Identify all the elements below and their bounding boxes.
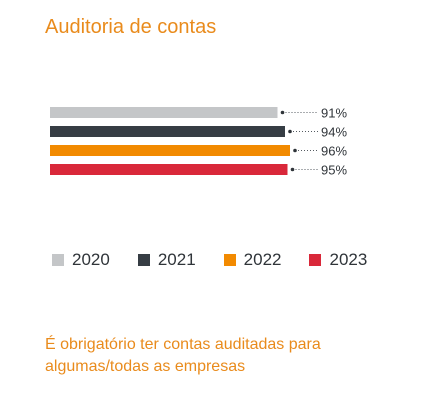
legend-swatch <box>52 254 64 266</box>
legend-swatch <box>223 254 236 266</box>
bar-2022 <box>50 145 290 156</box>
legend-label: 2020 <box>72 250 110 269</box>
data-label-2021: 94% <box>321 125 347 140</box>
bar-end-dot-2020 <box>280 110 285 115</box>
chart-title: Auditoria de contas <box>45 16 217 38</box>
bar-end-dot-2021 <box>288 129 292 134</box>
legend-item-2023: 2023 <box>309 250 367 270</box>
legend-item-2022: 2022 <box>223 250 282 270</box>
bar-end-dot-2022 <box>293 148 297 153</box>
chart-footnote: É obrigatório ter contas auditadas para … <box>45 336 321 375</box>
legend-item-2020: 2020 <box>52 250 110 270</box>
bar-2020 <box>50 107 278 118</box>
legend-label: 2021 <box>157 250 196 269</box>
legend-label: 2023 <box>329 250 368 269</box>
chart-legend: 2020 2021 2022 2023 <box>52 250 395 270</box>
bar-end-dot-2023 <box>290 167 295 172</box>
data-label-2023: 95% <box>321 163 347 178</box>
legend-label: 2022 <box>243 250 282 269</box>
legend-item-2021: 2021 <box>137 250 196 270</box>
bar-2021 <box>50 126 285 137</box>
data-label-2022: 96% <box>321 144 347 159</box>
bar-2023 <box>50 164 288 175</box>
bar-chart: 91% 94% 96% 95% <box>50 106 347 178</box>
legend-swatch <box>137 254 150 266</box>
legend-swatch <box>309 254 322 266</box>
data-label-2020: 91% <box>321 106 347 121</box>
